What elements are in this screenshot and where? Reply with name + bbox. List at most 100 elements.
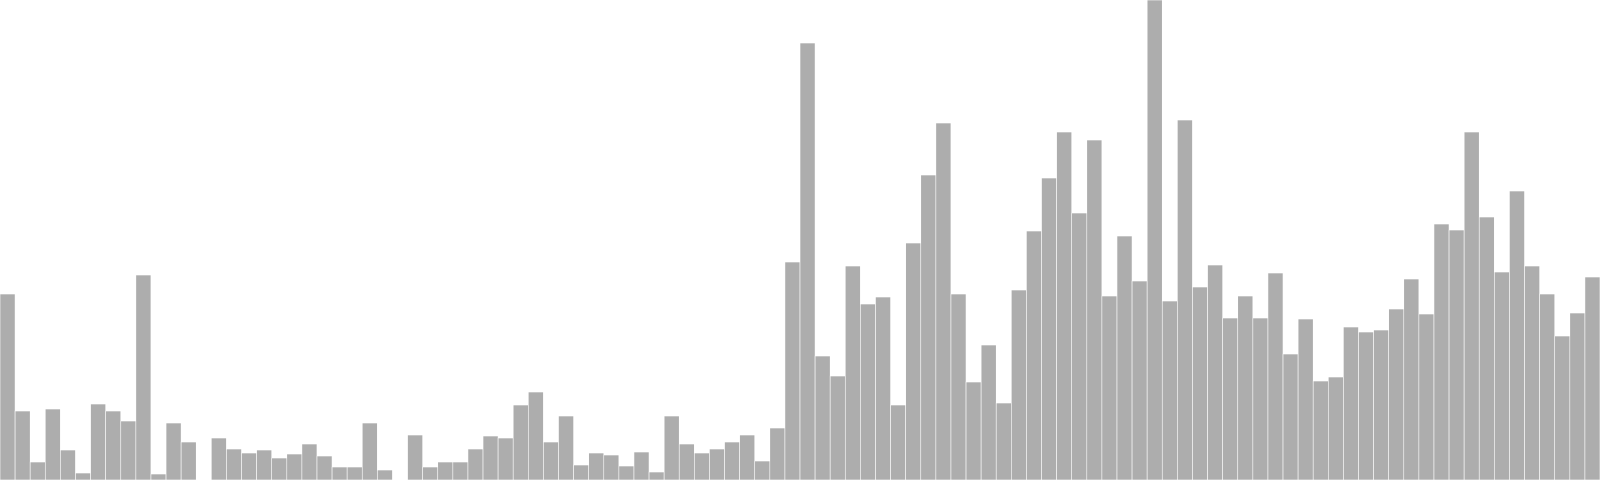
bar-89 (1343, 326, 1359, 480)
bar-24 (361, 422, 378, 480)
bar-40 (603, 454, 620, 480)
bar-31 (467, 448, 484, 480)
bar-95 (1433, 223, 1450, 480)
bar-96 (1448, 229, 1465, 480)
bar-83 (1252, 317, 1269, 480)
bar-6 (90, 403, 106, 480)
bar-32 (482, 435, 499, 480)
bar-81 (1222, 317, 1239, 480)
bar-30 (452, 461, 469, 480)
bar-54 (814, 355, 831, 480)
bar-92 (1388, 308, 1405, 480)
bar-68 (1026, 230, 1042, 480)
bar-39 (588, 452, 605, 480)
bar-35 (528, 391, 544, 480)
bar-51 (769, 427, 786, 480)
bar-88 (1328, 376, 1344, 480)
bar-66 (995, 402, 1012, 480)
bar-97 (1463, 131, 1480, 480)
bar-0 (0, 293, 16, 480)
bar-73 (1101, 295, 1118, 480)
bar-84 (1267, 272, 1284, 480)
bar-102 (1539, 293, 1556, 480)
bar-93 (1403, 278, 1420, 480)
bar-62 (935, 122, 952, 480)
bar-25 (377, 469, 393, 480)
bar-41 (618, 465, 635, 480)
bar-10 (150, 473, 167, 480)
bar-5 (75, 472, 91, 480)
bar-45 (678, 443, 695, 480)
bar-27 (407, 434, 423, 480)
bar-50 (754, 460, 771, 480)
bar-58 (875, 296, 891, 480)
bar-36 (543, 441, 559, 480)
bar-100 (1509, 190, 1525, 480)
bar-64 (965, 381, 982, 480)
bar-12 (180, 441, 197, 480)
bar-74 (1116, 235, 1133, 480)
bar-47 (709, 448, 725, 480)
bar-65 (980, 344, 997, 480)
bar-70 (1056, 131, 1072, 480)
bar-86 (1297, 318, 1314, 480)
bar-49 (739, 434, 756, 480)
bar-55 (829, 375, 846, 480)
bar-77 (1161, 300, 1178, 480)
bar-21 (316, 455, 333, 480)
bar-53 (799, 42, 816, 480)
bar-99 (1494, 271, 1510, 480)
bar-19 (286, 453, 303, 480)
bar-72 (1086, 139, 1103, 480)
bar-56 (844, 265, 861, 480)
bar-63 (950, 293, 967, 480)
bar-104 (1569, 312, 1586, 480)
bar-57 (860, 303, 876, 480)
bar-60 (905, 242, 922, 480)
bar-44 (663, 415, 680, 480)
bar-67 (1011, 289, 1027, 480)
bar-28 (422, 466, 439, 480)
bar-23 (346, 466, 363, 480)
bar-46 (694, 452, 710, 480)
bar-98 (1478, 216, 1495, 480)
bar-48 (724, 441, 740, 480)
bar-101 (1524, 265, 1540, 480)
bar-71 (1071, 212, 1088, 480)
bar-29 (437, 461, 454, 480)
bar-37 (558, 415, 574, 480)
bar-4 (60, 449, 76, 480)
bar-2 (29, 461, 46, 480)
bar-76 (1146, 0, 1163, 480)
bar-14 (211, 437, 227, 480)
bar-38 (573, 464, 589, 480)
bar-16 (241, 452, 257, 480)
bar-8 (120, 420, 137, 480)
bar-80 (1207, 264, 1223, 480)
bar-1 (14, 410, 31, 480)
bar-18 (271, 457, 288, 480)
bar-3 (44, 408, 61, 480)
bar-33 (497, 437, 514, 480)
bar-52 (784, 261, 801, 480)
bar-103 (1554, 335, 1571, 480)
bar-15 (226, 448, 242, 480)
bar-85 (1282, 353, 1299, 480)
bar-22 (331, 466, 348, 480)
bar-59 (890, 404, 906, 480)
bar-105 (1584, 276, 1600, 480)
bar-7 (105, 410, 122, 480)
bar-17 (256, 449, 272, 480)
bar-43 (648, 471, 665, 480)
bar-79 (1192, 286, 1208, 480)
bar-61 (920, 174, 937, 480)
bar-42 (633, 451, 650, 480)
bar-78 (1177, 119, 1193, 480)
bar-69 (1041, 177, 1057, 480)
bar-11 (165, 422, 182, 480)
bar-87 (1312, 380, 1329, 480)
bar-91 (1373, 329, 1389, 480)
